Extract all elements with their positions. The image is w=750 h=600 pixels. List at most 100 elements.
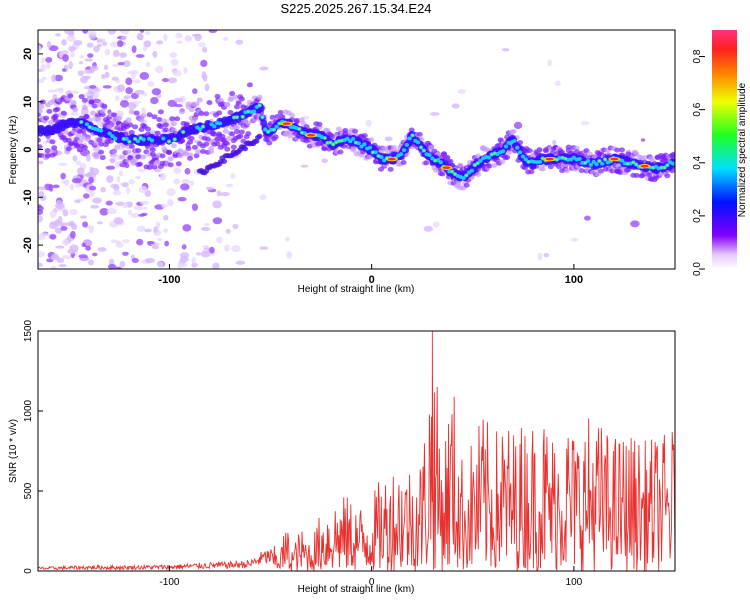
noise-blob: [119, 260, 126, 268]
ridge-peak: [500, 149, 506, 154]
ridge-peak-high: [411, 134, 414, 137]
noise-blob: [42, 141, 48, 145]
y-tick-label: -20: [22, 237, 34, 253]
noise-blob: [384, 136, 393, 142]
noise-blob: [144, 40, 152, 48]
noise-blob: [119, 100, 129, 108]
spread-blob: [154, 159, 161, 165]
noise-blob: [68, 61, 73, 70]
noise-blob: [73, 39, 83, 46]
spread-blob: [125, 149, 132, 155]
noise-blob: [38, 190, 45, 198]
noise-blob: [259, 66, 269, 71]
noise-blob: [89, 65, 99, 72]
noise-blob: [177, 196, 187, 202]
noise-blob: [170, 58, 179, 66]
spread-blob: [526, 148, 533, 154]
noise-blob: [38, 45, 42, 53]
ridge-peak-high: [598, 159, 601, 163]
spread-blob: [238, 96, 245, 102]
snr-series-line: [38, 331, 675, 571]
spread-blob: [528, 169, 535, 175]
branch-blob: [221, 158, 228, 164]
noise-blob: [84, 58, 93, 62]
noise-blob: [300, 164, 309, 168]
noise-blob: [101, 41, 108, 47]
spread-blob: [80, 128, 87, 134]
spread-blob: [335, 126, 342, 132]
noise-blob: [451, 103, 460, 109]
ridge-peak-high: [626, 162, 629, 165]
spread-blob: [98, 141, 105, 147]
noise-blob: [201, 226, 211, 231]
spread-blob: [140, 113, 147, 119]
noise-blob: [118, 170, 124, 177]
noise-blob: [48, 183, 54, 192]
noise-blob: [152, 50, 158, 58]
ridge-peak-high: [476, 162, 479, 165]
noise-blob: [223, 36, 229, 41]
noise-blob: [147, 80, 155, 87]
noise-blob: [157, 261, 164, 268]
noise-blob: [138, 185, 148, 194]
noise-blob: [52, 184, 60, 189]
spread-blob: [441, 151, 448, 157]
spread-blob: [38, 104, 45, 110]
noise-blob: [87, 53, 94, 58]
colorbar-tick-label: 0.6: [692, 102, 703, 116]
ridge-peak: [251, 109, 257, 114]
snr-panel: -100 0 100 0 500 1000 1500 Height of straight…: [8, 319, 676, 595]
heatmap-y-axis-label: Frequency (Hz): [8, 116, 19, 185]
noise-blob: [104, 71, 110, 78]
noise-blob: [191, 203, 199, 211]
spread-blob: [193, 153, 200, 159]
spread-blob: [98, 149, 105, 155]
ridge-peak: [135, 139, 141, 144]
noise-blob: [161, 78, 169, 83]
noise-blob: [547, 59, 552, 67]
spread-blob: [277, 109, 284, 115]
ridge-peak-high: [88, 125, 92, 129]
ridge-peak: [523, 157, 528, 162]
noise-blob: [365, 119, 372, 127]
spread-blob: [136, 161, 143, 167]
x-tick-label: 0: [369, 274, 375, 286]
spread-blob: [119, 154, 126, 160]
noise-blob: [182, 224, 192, 232]
hotspot-core: [387, 157, 396, 161]
spread-blob: [664, 173, 671, 179]
noise-blob: [195, 252, 202, 256]
ridge-peak: [350, 136, 356, 141]
spread-blob: [288, 112, 295, 118]
spread-blob: [128, 109, 135, 115]
noise-blob: [135, 175, 141, 180]
noise-blob: [120, 30, 130, 35]
noise-blob: [58, 162, 68, 167]
spread-blob: [94, 116, 101, 122]
branch-blob: [242, 146, 249, 152]
noise-blob: [69, 244, 79, 253]
noise-blob: [131, 71, 136, 80]
noise-blob: [180, 263, 188, 268]
noise-blob: [125, 87, 133, 95]
noise-blob: [212, 200, 222, 209]
noise-blob: [423, 225, 434, 232]
spread-blob: [132, 124, 139, 130]
spread-blob: [133, 110, 140, 116]
ridge-peak: [600, 161, 605, 166]
spread-blob: [81, 144, 88, 150]
noise-blob: [83, 193, 90, 199]
noise-blob: [139, 71, 150, 80]
ridge-peak-high: [473, 163, 477, 167]
hotspot-core: [640, 164, 649, 168]
noise-blob: [38, 215, 43, 223]
spread-blob: [99, 108, 106, 114]
spread-blob: [38, 144, 43, 150]
noise-blob: [122, 202, 128, 209]
spread-blob: [196, 97, 203, 103]
ridge-peak-high: [128, 140, 131, 143]
noise-blob: [286, 251, 293, 259]
spread-blob: [185, 145, 192, 151]
ridge-peak: [515, 145, 520, 150]
